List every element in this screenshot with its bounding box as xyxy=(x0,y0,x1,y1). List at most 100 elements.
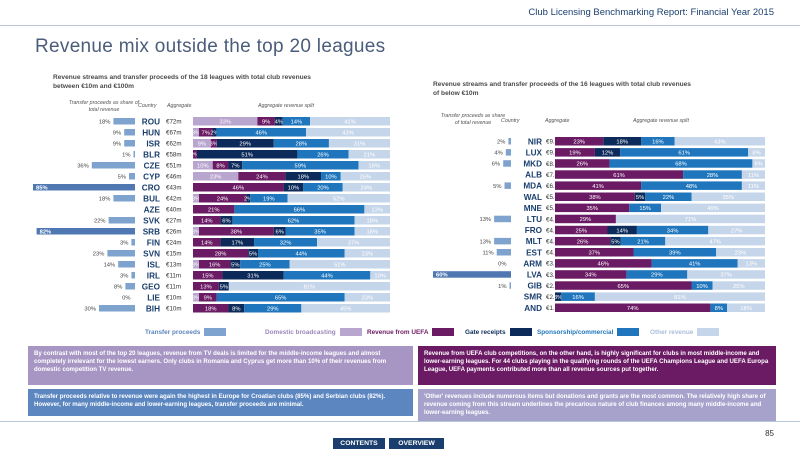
transfer-bar xyxy=(505,149,511,156)
transfer-label: 14% xyxy=(104,262,116,268)
segment-other xyxy=(342,183,390,192)
segment-label-uefa: 41% xyxy=(592,184,604,190)
segment-label-broadcasting: 3% xyxy=(192,229,200,235)
segment-broadcasting xyxy=(193,161,213,170)
segment-label-sponsorship: 15% xyxy=(639,206,651,212)
country-label: ARM xyxy=(523,259,542,268)
transfer-label: 5% xyxy=(493,184,501,190)
segment-label-other: 23% xyxy=(362,295,374,301)
transfer-label: 82% xyxy=(40,229,52,235)
row-hun: 9% HUN €67m 3% 7% 2% 46% 43% xyxy=(113,128,390,137)
segment-label-uefa: 24% xyxy=(256,174,268,180)
aggregate-label: €2.1m xyxy=(546,283,563,290)
aggregate-label: €67m xyxy=(166,130,181,137)
segment-uefa xyxy=(555,192,635,201)
aggregate-label: €15m xyxy=(166,251,181,258)
segment-gate xyxy=(230,260,241,269)
segment-other xyxy=(748,148,765,157)
row-and: AND €1.5m 74% 8% 18% xyxy=(524,303,765,313)
country-label: SRB xyxy=(143,227,160,236)
row-srb: 82% SRB €26m 3% 38% 6% 35% 18% xyxy=(36,227,390,236)
row-svk: 22% SVK €27m 14% 6% 62% 18% xyxy=(94,216,390,225)
segment-label-gate: 5% xyxy=(231,262,239,268)
transfer-label: 22% xyxy=(94,218,106,224)
aggregate-label: €4.4m xyxy=(546,238,563,245)
legend-swatch xyxy=(509,328,532,336)
segment-uefa xyxy=(193,249,249,258)
row-isl: 14% ISL €13m 3% 16% 5% 25% 51% xyxy=(104,260,390,269)
transfer-label: 3% xyxy=(120,273,128,279)
segment-label-uefa: 25% xyxy=(575,228,587,234)
segment-gate xyxy=(248,249,259,258)
country-label: LUX xyxy=(526,148,543,157)
aggregate-label: €6.3m xyxy=(546,183,563,190)
segment-label-gate: 3% xyxy=(554,295,562,301)
segment-label-gate: 2% xyxy=(210,130,218,136)
segment-label-gate: 14% xyxy=(616,228,628,234)
transfer-bar xyxy=(124,140,135,147)
row-alb: ALB €7.0m 61% 28% 11% xyxy=(525,170,765,180)
segment-sponsorship xyxy=(240,260,290,269)
segment-label-uefa: 38% xyxy=(231,229,243,235)
aggregate-label: €40m xyxy=(166,207,181,214)
segment-uefa xyxy=(555,225,608,235)
segment-sponsorship xyxy=(691,281,713,290)
row-irl: 3% IRL €11m 15% 31% 44% 10% xyxy=(120,271,390,280)
segment-label-gate: 18% xyxy=(298,174,310,180)
segment-label-other: 52% xyxy=(333,196,345,202)
segment-uefa xyxy=(198,128,213,137)
segment-label-sponsorship: 25% xyxy=(259,262,271,268)
segment-label-broadcasting: 3% xyxy=(192,262,200,268)
segment-label-uefa: 26% xyxy=(577,239,589,245)
transfer-label: 3% xyxy=(120,240,128,246)
segment-other xyxy=(737,259,765,268)
aggregate-label: €4.2m xyxy=(546,250,563,257)
legend-swatch xyxy=(432,328,455,336)
segment-label-sponsorship: 21% xyxy=(637,239,649,245)
segment-other xyxy=(328,139,390,148)
segment-label-other: 71% xyxy=(685,217,697,223)
row-fin: 3% FIN €24m 14% 17% 32% 37% xyxy=(120,238,390,247)
page-number: 85 xyxy=(765,429,774,438)
row-mlt: 13% MLT €4.4m 26% 5% 21% 47% xyxy=(479,236,765,246)
legend-label: Revenue from UEFA xyxy=(367,328,429,336)
transfer-label: 6% xyxy=(492,162,500,168)
country-label: GIB xyxy=(527,282,542,291)
contents-button[interactable]: CONTENTS xyxy=(333,438,385,449)
transfer-bar xyxy=(36,228,135,235)
segment-other xyxy=(691,192,765,201)
segment-other xyxy=(228,282,390,291)
segment-sponsorship xyxy=(321,172,341,181)
segment-sponsorship xyxy=(234,205,365,214)
right-country-header: Country xyxy=(501,118,520,124)
country-label: HUN xyxy=(142,128,160,137)
row-geo: 8% GEO €11m 13% 5% 81% xyxy=(114,282,390,291)
aggregate-label: €58m xyxy=(166,152,181,159)
legend-transfer-proceeds: Transfer proceeds xyxy=(145,326,227,338)
right-revenue-chart: 2% NIR €9.8m 23% 18% 16% 43% 4% LUX €9.4m 19% 12% 61… xyxy=(433,137,765,313)
row-lie: 0% LIE €10m 3% 9% 65% 23% xyxy=(122,293,390,302)
legend-label: Gate receipts xyxy=(465,328,506,336)
row-est: 11% EST €4.2m 37% 39% 23% xyxy=(483,248,765,257)
segment-gate xyxy=(283,183,304,192)
segment-other xyxy=(727,303,765,312)
segment-label-gate: 5% xyxy=(220,284,228,290)
segment-label-sponsorship: 16% xyxy=(652,139,664,145)
aggregate-label: €46m xyxy=(166,174,181,181)
segment-label-other: 43% xyxy=(714,139,726,145)
segment-sponsorship xyxy=(620,236,666,246)
segment-label-sponsorship: 48% xyxy=(686,184,698,190)
segment-other xyxy=(687,270,765,279)
segment-gate xyxy=(228,161,243,170)
legend-swatch xyxy=(204,328,227,336)
country-label: SMR xyxy=(524,293,542,302)
transfer-label: 23% xyxy=(93,251,105,257)
segment-label-uefa: 35% xyxy=(586,206,598,212)
row-fro: FRO €4.5m 25% 14% 34% 27% xyxy=(525,225,765,235)
segment-label-other: 13% xyxy=(746,262,758,268)
aggregate-label: €42m xyxy=(166,196,181,203)
segment-other xyxy=(354,216,390,225)
segment-other xyxy=(615,214,765,224)
segment-label-sponsorship: 29% xyxy=(267,306,279,312)
overview-button[interactable]: OVERVIEW xyxy=(389,438,444,449)
